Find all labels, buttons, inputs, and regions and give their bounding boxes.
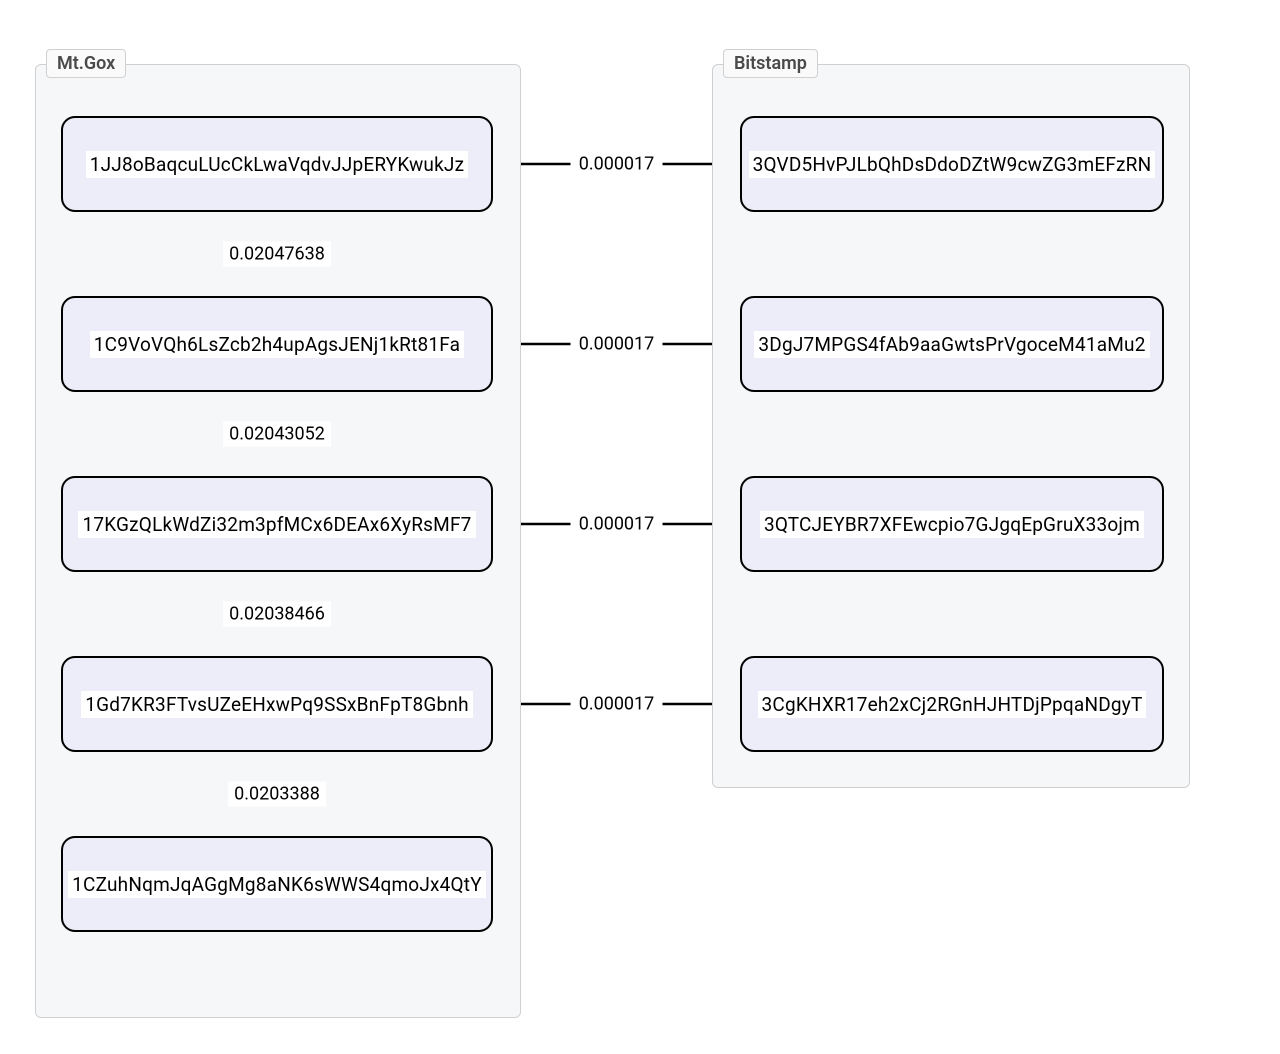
node-label: 3DgJ7MPGS4fAb9aaGwtsPrVgoceM41aMu2 — [754, 331, 1149, 358]
node-m5: 1CZuhNqmJqAGgMg8aNK6sWWS4qmoJx4QtY — [61, 836, 493, 932]
edge-label: 0.000017 — [573, 692, 661, 717]
node-label: 3CgKHXR17eh2xCj2RGnHJHTDjPpqaNDgyT — [758, 691, 1147, 718]
edge-label: 0.0203388 — [228, 782, 326, 807]
group-label: Bitstamp — [723, 49, 818, 78]
node-m4: 1Gd7KR3FTvsUZeEHxwPq9SSxBnFpT8Gbnh — [61, 656, 493, 752]
edge-label: 0.02047638 — [223, 242, 331, 267]
node-b2: 3DgJ7MPGS4fAb9aaGwtsPrVgoceM41aMu2 — [740, 296, 1164, 392]
node-b3: 3QTCJEYBR7XFEwcpio7GJgqEpGruX33ojm — [740, 476, 1164, 572]
edge-label: 0.02043052 — [223, 422, 331, 447]
node-m2: 1C9VoVQh6LsZcb2h4upAgsJENj1kRt81Fa — [61, 296, 493, 392]
node-b4: 3CgKHXR17eh2xCj2RGnHJHTDjPpqaNDgyT — [740, 656, 1164, 752]
edge-label: 0.02038466 — [223, 602, 331, 627]
node-label: 1JJ8oBaqcuLUcCkLwaVqdvJJpERYKwukJz — [86, 151, 468, 178]
diagram-canvas: Mt.Gox Bitstamp 1JJ8oBaqcuLUcCkLwaVqdvJJp… — [0, 0, 1280, 1054]
node-b1: 3QVD5HvPJLbQhDsDdoDZtW9cwZG3mEFzRN — [740, 116, 1164, 212]
node-label: 1CZuhNqmJqAGgMg8aNK6sWWS4qmoJx4QtY — [68, 871, 486, 898]
node-m3: 17KGzQLkWdZi32m3pfMCx6DEAx6XyRsMF7 — [61, 476, 493, 572]
node-label: 3QVD5HvPJLbQhDsDdoDZtW9cwZG3mEFzRN — [749, 151, 1156, 178]
edge-label: 0.000017 — [573, 152, 661, 177]
group-label: Mt.Gox — [46, 49, 126, 78]
node-label: 1Gd7KR3FTvsUZeEHxwPq9SSxBnFpT8Gbnh — [81, 691, 473, 718]
node-label: 1C9VoVQh6LsZcb2h4upAgsJENj1kRt81Fa — [90, 331, 464, 358]
node-m1: 1JJ8oBaqcuLUcCkLwaVqdvJJpERYKwukJz — [61, 116, 493, 212]
edge-label: 0.000017 — [573, 512, 661, 537]
edge-label: 0.000017 — [573, 332, 661, 357]
node-label: 17KGzQLkWdZi32m3pfMCx6DEAx6XyRsMF7 — [78, 511, 475, 538]
node-label: 3QTCJEYBR7XFEwcpio7GJgqEpGruX33ojm — [760, 511, 1144, 538]
